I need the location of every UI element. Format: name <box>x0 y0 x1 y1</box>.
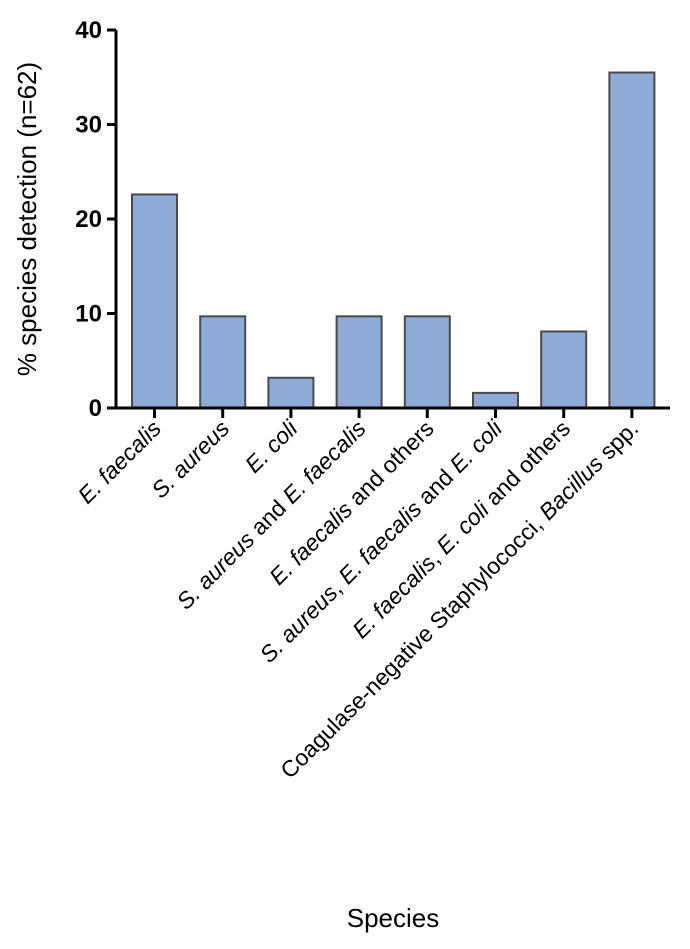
bar <box>335 315 383 409</box>
y-tick-label: 40 <box>75 17 102 44</box>
bar <box>131 193 178 409</box>
x-axis-title: Species <box>347 903 440 933</box>
bars <box>131 71 656 410</box>
y-ticks: 0 10 20 30 40 <box>75 17 116 422</box>
y-tick-label: 20 <box>75 206 102 233</box>
x-tick-label: E. faecalis <box>73 415 167 509</box>
bar <box>267 376 315 410</box>
x-tick-label: E. coli <box>240 415 303 478</box>
bar <box>199 315 247 409</box>
y-tick-label: 10 <box>75 301 102 328</box>
y-tick-label: 30 <box>75 112 102 139</box>
x-tick-label: S. aureus, E. faecalis and E. coli <box>254 415 507 668</box>
x-ticks <box>153 408 634 418</box>
y-tick-label: 0 <box>89 395 102 422</box>
bar <box>472 391 519 410</box>
bar <box>403 315 451 409</box>
y-axis-title: % species detection (n=62) <box>12 62 42 376</box>
bar <box>540 330 588 409</box>
bar <box>608 71 656 410</box>
